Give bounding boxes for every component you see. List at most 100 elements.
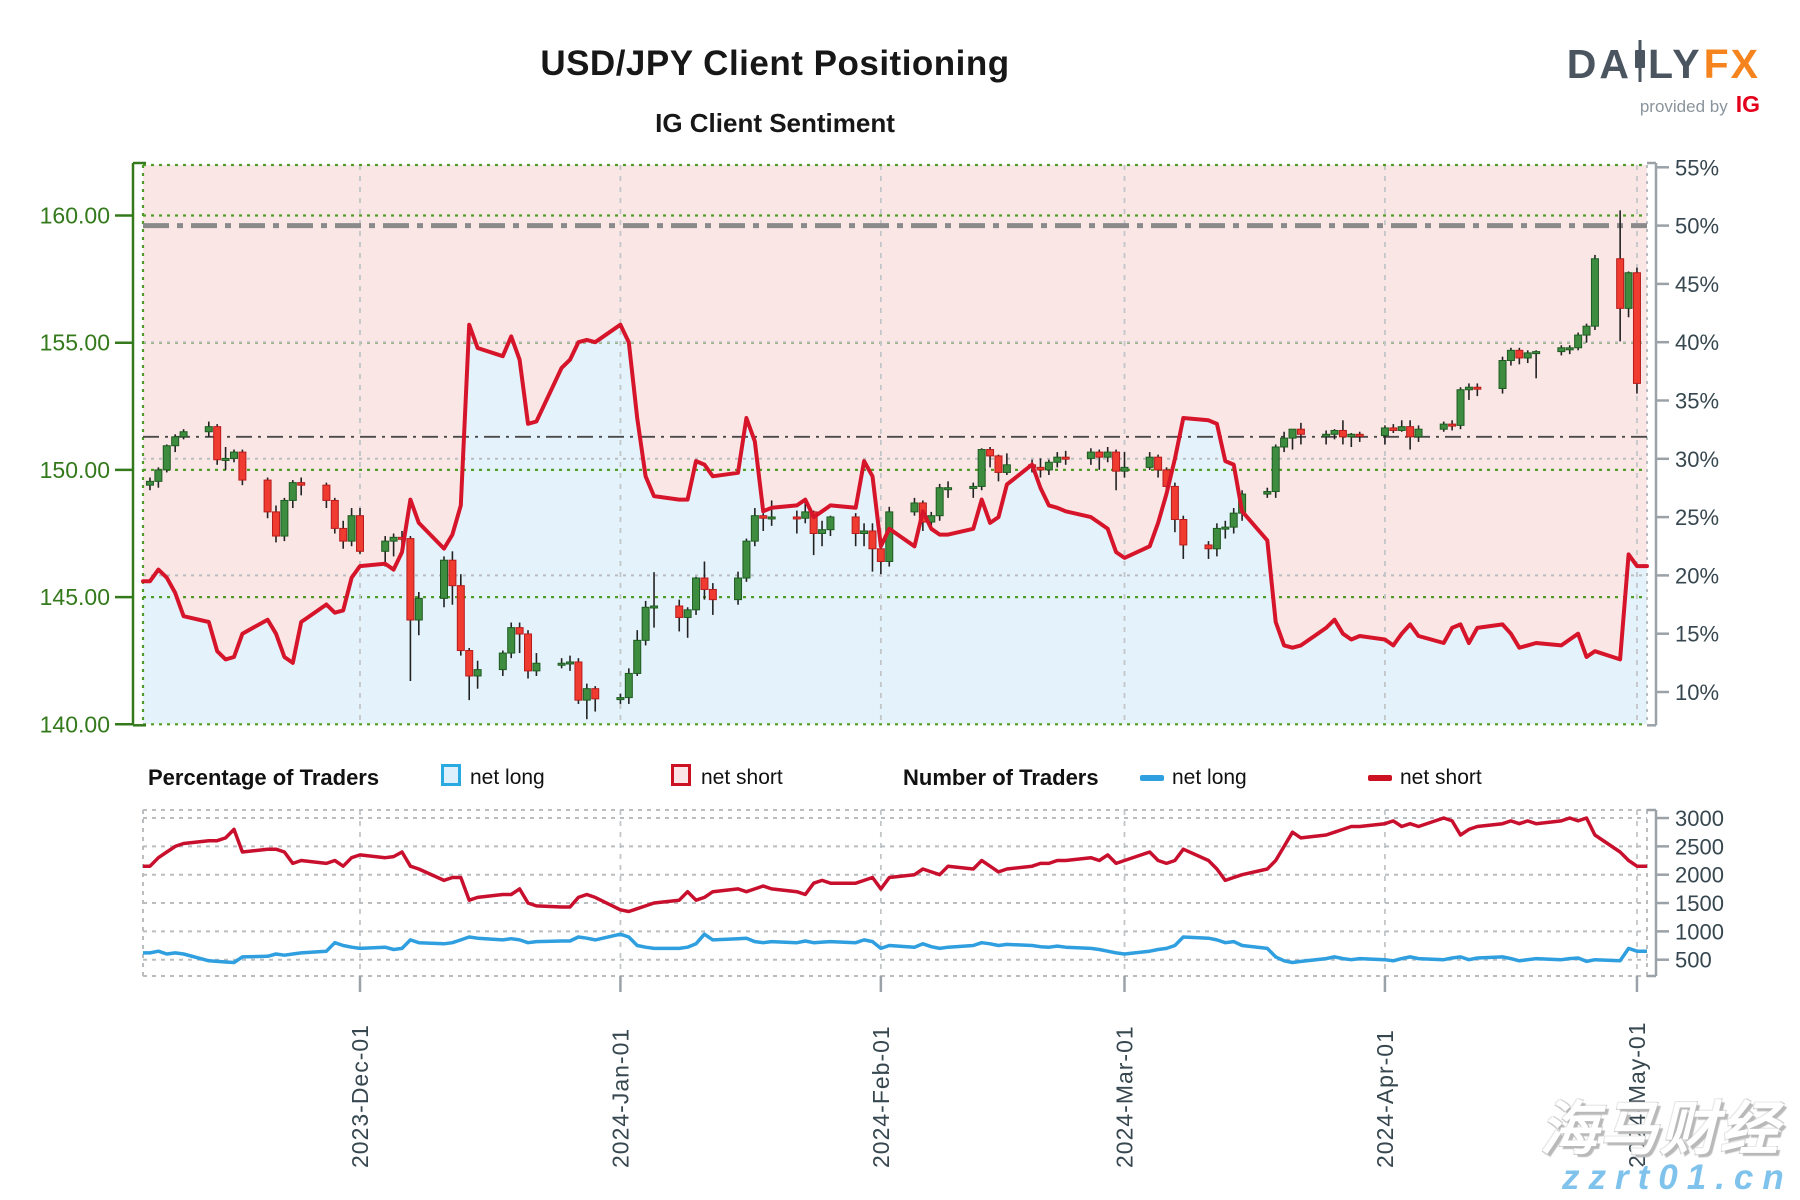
lower-axis-label: 2500 — [1675, 834, 1724, 859]
candle-down — [759, 515, 768, 519]
candle-down — [1632, 272, 1641, 384]
candles-layer — [145, 210, 1641, 720]
candle-up — [1288, 428, 1297, 439]
candle-down — [1170, 485, 1179, 521]
candle-up — [1322, 433, 1331, 437]
candle-down — [876, 548, 885, 562]
x-axis-date-label: 2024-May-01 — [1624, 1021, 1650, 1168]
candle-down — [1154, 456, 1163, 471]
candle-up — [944, 487, 953, 491]
candle-up — [473, 669, 482, 677]
candle-down — [1061, 456, 1070, 460]
candle-up — [1330, 429, 1339, 435]
candle-down — [574, 661, 583, 701]
right-axis-label: 45% — [1675, 272, 1719, 297]
pct-net-long-swatch — [441, 764, 461, 786]
candle-up — [1590, 258, 1599, 327]
pct-net-short-swatch — [671, 764, 691, 786]
candle-up — [1397, 426, 1406, 431]
lower-axis-label: 1000 — [1675, 919, 1724, 944]
right-axis-label: 35% — [1675, 389, 1719, 414]
candle-up — [1053, 456, 1062, 463]
candle-down — [263, 479, 272, 513]
candle-up — [1221, 526, 1230, 530]
candle-down — [524, 633, 533, 672]
left-axis-label: 155.00 — [40, 330, 110, 356]
candle-down — [1389, 427, 1398, 431]
reference-lines-layer — [143, 223, 1647, 438]
candle-up — [557, 662, 566, 666]
axes-layer: 160.00 155.00 150.00 145.00 140.00 55% 50% 45% 4… — [40, 155, 1724, 1168]
candle-up — [145, 480, 154, 486]
candle-down — [1095, 451, 1104, 458]
candle-up — [532, 662, 541, 672]
candle-down — [986, 449, 995, 457]
page-title: USD/JPY Client Positioning — [540, 44, 1010, 83]
candle-up — [1498, 360, 1507, 389]
sentiment-zones-layer — [143, 165, 1647, 725]
right-axis-label: 55% — [1675, 155, 1719, 180]
candle-up — [389, 536, 398, 542]
candle-up — [633, 639, 642, 674]
candle-down — [851, 516, 860, 534]
candle-up — [742, 540, 751, 579]
lower-axis-label: 2000 — [1675, 863, 1724, 888]
candle-up — [935, 487, 944, 517]
candle-down — [271, 511, 280, 537]
provided-by-text: provided by — [1639, 97, 1728, 116]
candle-up — [977, 449, 986, 487]
candle-up — [204, 426, 213, 433]
legend-num-net-long: net long — [1172, 766, 1247, 789]
candle-down — [1473, 386, 1482, 390]
legend-num-header: Number of Traders — [903, 765, 1099, 790]
watermark-text: 海马财经 — [1540, 1097, 1781, 1162]
candle-up — [641, 606, 650, 641]
candle-up — [1565, 347, 1574, 351]
lower-axis-label: 3000 — [1675, 806, 1724, 831]
candle-up — [414, 597, 423, 621]
candle-up — [1212, 527, 1221, 550]
candle-up — [1624, 272, 1633, 309]
candle-up — [1456, 389, 1465, 426]
net-long-count-line — [143, 932, 1647, 965]
candle-up — [1280, 437, 1289, 448]
right-axis-label: 30% — [1675, 447, 1719, 472]
watermark-url: zzrt01.cn — [1562, 1158, 1793, 1197]
candle-up — [221, 457, 230, 461]
candle-down — [339, 527, 348, 542]
candle-up — [692, 577, 701, 611]
candle-up — [860, 530, 869, 534]
candle-down — [330, 499, 339, 529]
chart-subtitle: IG Client Sentiment — [655, 108, 895, 138]
candle-down — [297, 482, 306, 486]
candle-up — [154, 469, 163, 482]
right-axis-label: 15% — [1675, 622, 1719, 647]
candle-up — [683, 609, 692, 618]
right-axis-label: 40% — [1675, 330, 1719, 355]
legend-pct-header: Percentage of Traders — [148, 765, 380, 790]
x-axis-date-label: 2024-Apr-01 — [1372, 1029, 1398, 1168]
candle-up — [162, 445, 171, 471]
net-short-pct-line — [141, 322, 1649, 665]
left-axis-label: 160.00 — [40, 203, 110, 229]
candle-up — [910, 502, 919, 513]
candle-up — [1263, 491, 1272, 495]
num-net-short-swatch — [1368, 775, 1392, 781]
candle-down — [1296, 428, 1305, 435]
x-axis-date-label: 2023-Dec-01 — [347, 1024, 373, 1168]
candle-up — [624, 672, 633, 699]
candle-up — [767, 516, 776, 520]
candle-up — [171, 436, 180, 447]
legend-num-net-short: net short — [1400, 766, 1482, 789]
candle-up — [1271, 446, 1280, 493]
candle-down — [700, 577, 709, 590]
candle-down — [406, 538, 415, 621]
candle-down — [1112, 451, 1121, 472]
candle-down — [465, 650, 474, 677]
x-axis-date-label: 2024-Jan-01 — [607, 1028, 633, 1168]
right-axis-label: 20% — [1675, 563, 1719, 588]
candle-up — [1120, 466, 1129, 472]
right-axis-label: 10% — [1675, 680, 1719, 705]
candle-up — [1574, 334, 1583, 349]
